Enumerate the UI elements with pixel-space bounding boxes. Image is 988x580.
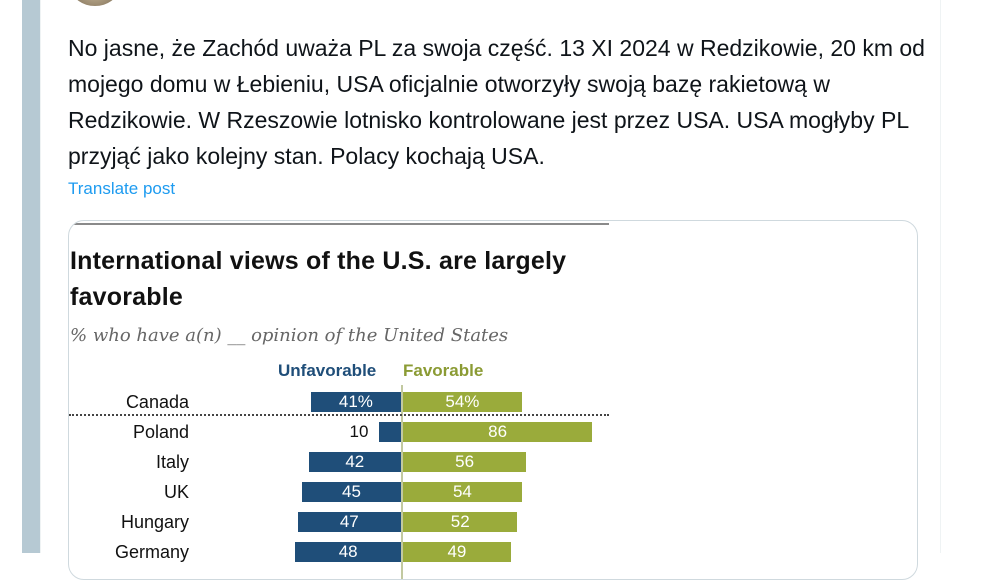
chart: International views of the U.S. are larg… <box>69 221 614 579</box>
unfavorable-bar: 48 <box>295 542 401 562</box>
favorable-bar: 54% <box>403 392 522 412</box>
unfavorable-bar: 47 <box>297 512 401 532</box>
category-label: Canada <box>125 392 189 412</box>
chart-row: Canada 41% 54% <box>69 391 614 413</box>
chart-row: Italy 42 56 <box>69 451 614 473</box>
chart-row: Poland 10 86 <box>69 421 614 443</box>
chart-subtitle: % who have a(n) __ opinion of the United… <box>70 325 509 346</box>
favorable-bar: 52 <box>403 512 518 532</box>
favorable-bar: 54 <box>403 482 522 502</box>
chart-top-rule <box>69 223 609 225</box>
unfavorable-bar: 10 <box>349 422 369 441</box>
avatar[interactable] <box>72 0 118 6</box>
chart-center-axis <box>401 385 403 579</box>
unfavorable-bar: 42 <box>308 452 401 472</box>
category-label: Germany <box>114 542 189 562</box>
favorable-bar: 49 <box>403 542 511 562</box>
category-label: Poland <box>132 422 189 442</box>
translate-post-link[interactable]: Translate post <box>68 179 176 198</box>
chart-row: Hungary 47 52 <box>69 511 614 533</box>
chart-row: UK 45 54 <box>69 481 614 503</box>
quote-accent-bar <box>22 0 40 553</box>
category-label: Hungary <box>120 512 189 532</box>
category-label: Italy <box>155 452 189 472</box>
post-text: No jasne, że Zachód uważa PL za swoja cz… <box>68 35 925 169</box>
unfavorable-bar <box>379 422 401 442</box>
favorable-bar: 86 <box>403 422 593 442</box>
unfavorable-bar: 41% <box>310 392 401 412</box>
chart-divider <box>69 414 609 416</box>
chart-row: Germany 48 49 <box>69 541 614 563</box>
legend-favorable: Favorable <box>403 361 484 380</box>
unfavorable-bar: 45 <box>302 482 401 502</box>
post-media-image[interactable]: International views of the U.S. are larg… <box>68 220 918 580</box>
favorable-bar: 56 <box>403 452 527 472</box>
category-label: UK <box>163 482 189 502</box>
legend-unfavorable: Unfavorable <box>278 361 377 380</box>
tweet-container <box>40 0 941 553</box>
chart-title: International views of the U.S. are larg… <box>70 247 567 311</box>
